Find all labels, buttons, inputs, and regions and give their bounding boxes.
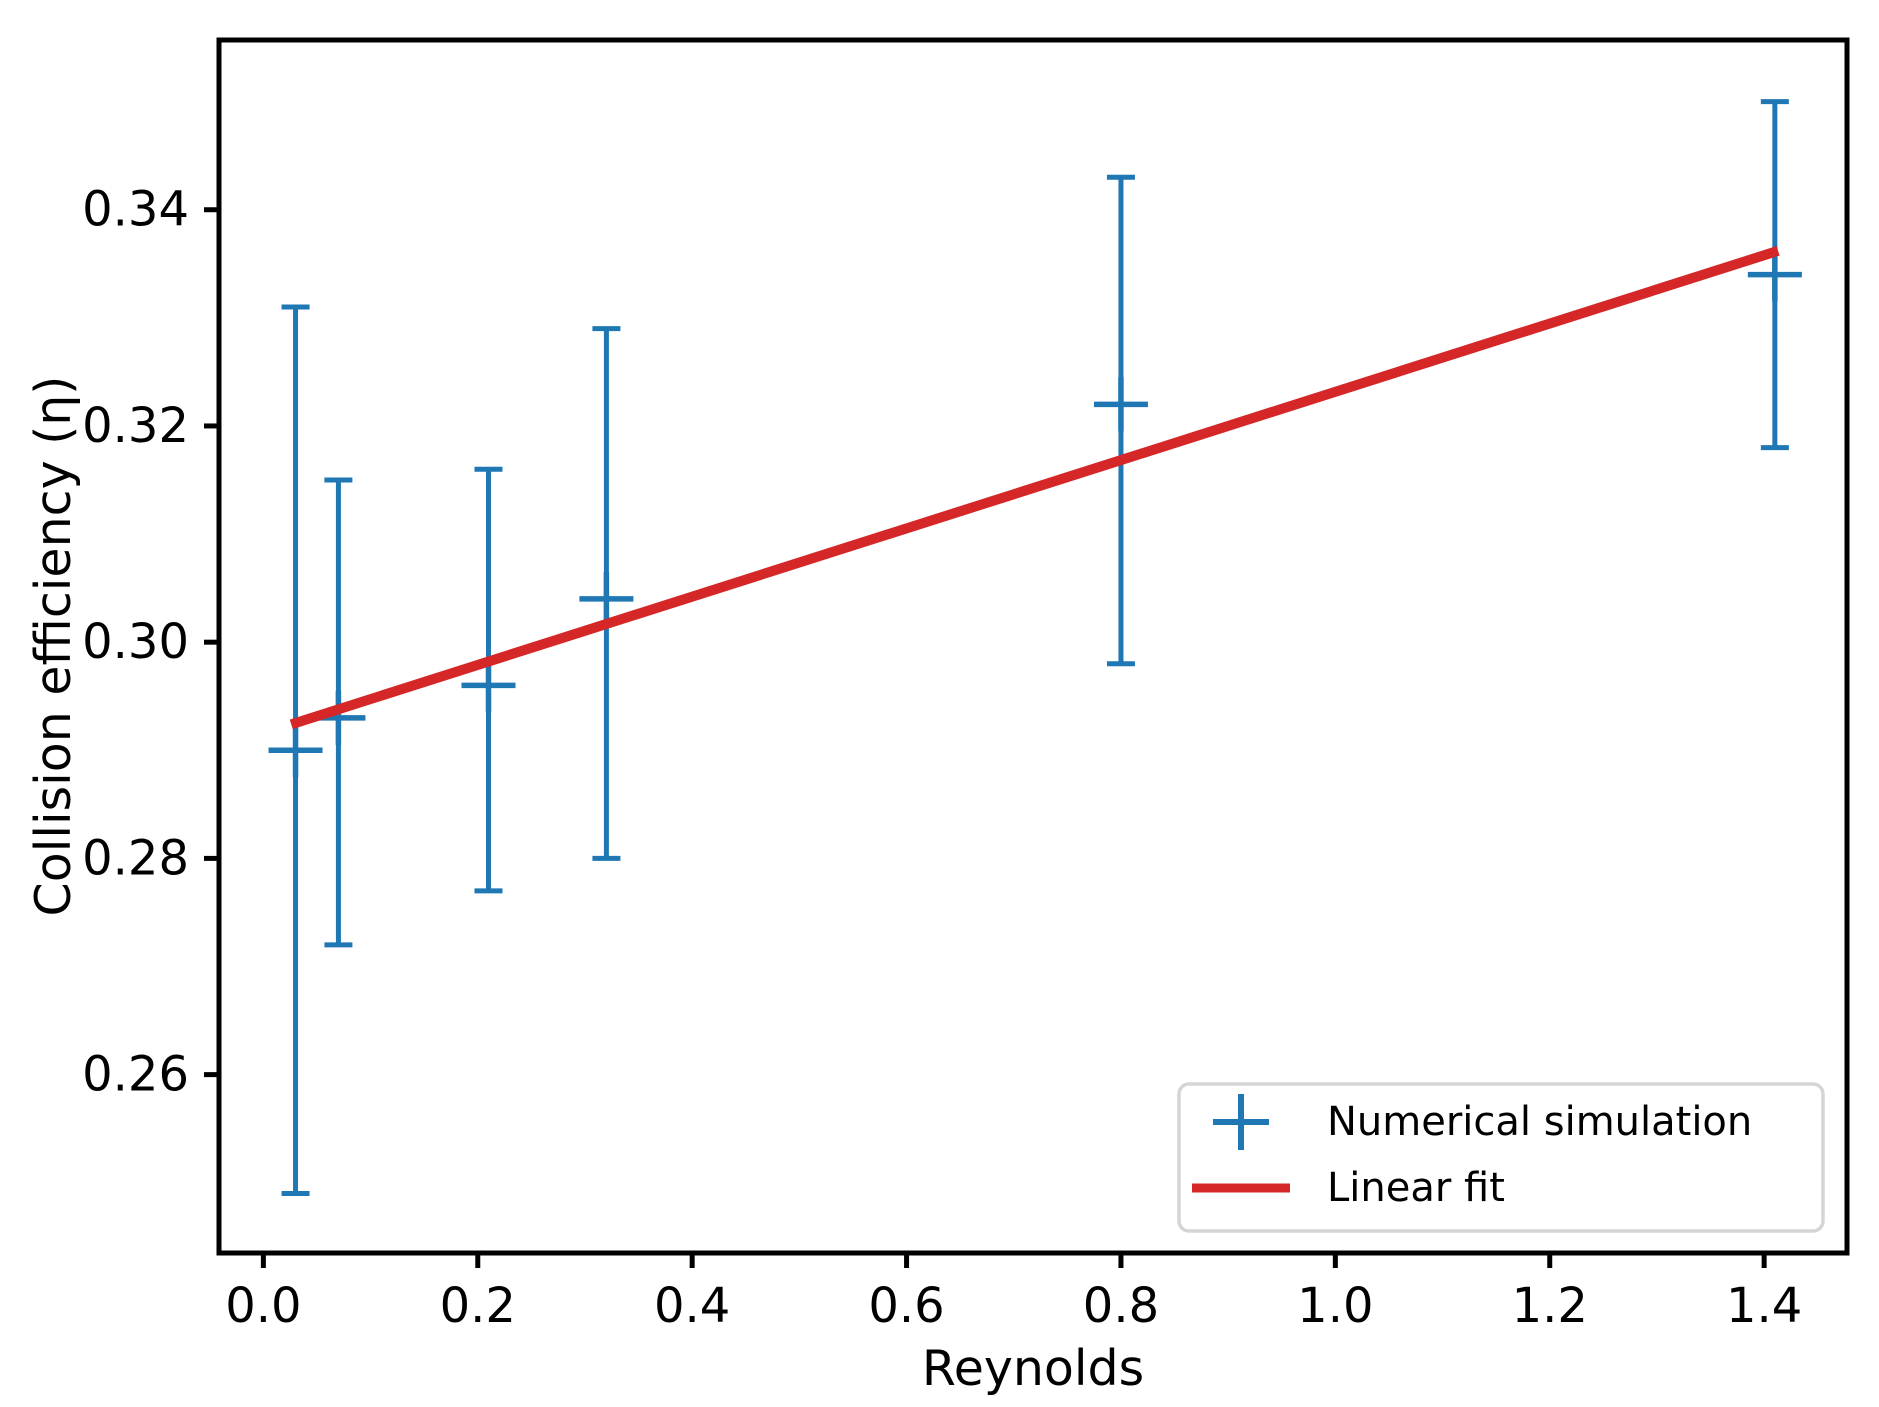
errorbar-point	[461, 466, 516, 894]
y-tick-label: 0.32	[82, 398, 189, 454]
x-tick-label: 1.4	[1726, 1278, 1802, 1334]
x-tick-label: 0.8	[1083, 1278, 1159, 1334]
y-tick-label: 0.30	[82, 614, 189, 670]
legend-entry: Numerical simulation	[1213, 1094, 1752, 1150]
x-tick-label: 0.4	[654, 1278, 730, 1334]
x-axis-label: Reynolds	[922, 1340, 1144, 1397]
x-tick-label: 1.2	[1512, 1278, 1588, 1334]
y-tick-label: 0.28	[82, 830, 189, 886]
legend-frame	[1177, 1082, 1825, 1233]
errorbar-point	[268, 304, 323, 1197]
fit-line	[289, 246, 1780, 730]
x-tick-label: 0.6	[868, 1278, 944, 1334]
x-tick-label: 0.0	[225, 1278, 301, 1334]
legend-label: Numerical simulation	[1327, 1099, 1752, 1145]
x-tick-label: 0.2	[440, 1278, 516, 1334]
y-axis-label: Collision efficiency (η)	[25, 376, 82, 917]
axes-spines	[216, 37, 1850, 1256]
errorbar-point	[579, 326, 634, 861]
legend-label: Linear fit	[1327, 1165, 1505, 1211]
y-tick-label: 0.34	[82, 182, 189, 238]
errorbar-point	[1093, 174, 1148, 667]
errorbar-point	[1747, 99, 1802, 451]
x-tick-label: 1.0	[1297, 1278, 1373, 1334]
y-tick-label: 0.26	[82, 1047, 189, 1103]
legend: Numerical simulation Linear fit	[1177, 1082, 1825, 1233]
plot-area: 0.0 0.2 0.4 0.6 0.8 1.0 1.2 1.4 0.26 0.28 0.30 0.32…	[82, 37, 1850, 1334]
legend-entry: Linear fit	[1192, 1165, 1505, 1211]
